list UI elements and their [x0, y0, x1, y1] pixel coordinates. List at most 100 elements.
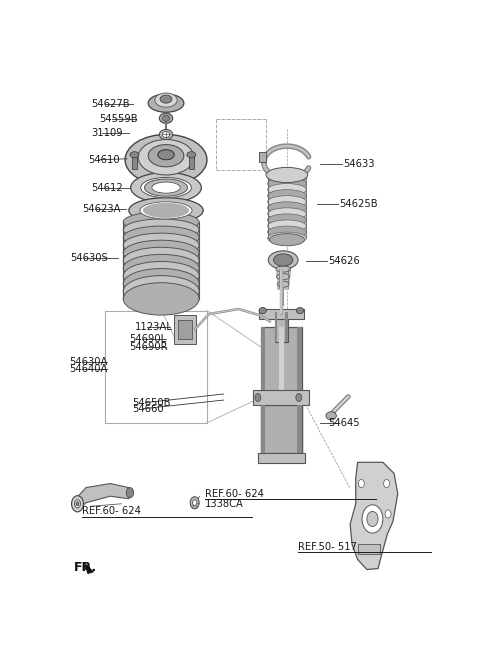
Circle shape [385, 510, 391, 518]
Bar [261, 327, 265, 453]
Bar [267, 177, 306, 238]
Ellipse shape [155, 93, 177, 107]
Text: 54623A: 54623A [83, 204, 121, 214]
Ellipse shape [123, 240, 199, 265]
Bar [132, 155, 137, 169]
Ellipse shape [267, 226, 306, 238]
Ellipse shape [159, 129, 173, 139]
Ellipse shape [267, 177, 306, 190]
Circle shape [76, 502, 79, 506]
Bar [123, 268, 199, 276]
Ellipse shape [162, 131, 170, 137]
FancyArrowPatch shape [85, 566, 90, 570]
Ellipse shape [267, 208, 306, 220]
Text: 1338CA: 1338CA [205, 499, 244, 509]
Circle shape [192, 500, 197, 506]
Ellipse shape [148, 145, 184, 167]
Polygon shape [358, 544, 380, 555]
Ellipse shape [152, 182, 180, 193]
Text: 54627B: 54627B [92, 99, 130, 109]
Ellipse shape [259, 307, 266, 313]
Bar [279, 327, 284, 453]
Text: 54650B: 54650B [132, 397, 171, 407]
Circle shape [190, 497, 199, 509]
Bar [261, 327, 302, 453]
Ellipse shape [274, 254, 293, 266]
Text: 54625B: 54625B [339, 199, 378, 210]
Ellipse shape [267, 196, 306, 208]
Circle shape [74, 500, 81, 508]
Ellipse shape [123, 283, 199, 315]
Bar [259, 309, 304, 319]
Ellipse shape [267, 190, 306, 202]
Ellipse shape [267, 171, 306, 183]
Ellipse shape [123, 219, 199, 240]
Ellipse shape [123, 261, 199, 290]
Ellipse shape [266, 168, 308, 183]
Ellipse shape [131, 172, 202, 203]
Circle shape [255, 394, 261, 401]
Bar [258, 453, 305, 463]
Circle shape [359, 480, 364, 487]
Ellipse shape [296, 307, 304, 313]
Bar [276, 277, 290, 283]
Text: 54690L: 54690L [129, 334, 166, 344]
Bar [276, 269, 290, 275]
Bar [297, 327, 302, 453]
Circle shape [296, 394, 302, 401]
Text: 54626: 54626 [328, 256, 360, 266]
Bar [261, 405, 265, 453]
Bar [123, 291, 199, 299]
Ellipse shape [123, 247, 199, 273]
Bar [123, 230, 199, 237]
Bar [297, 405, 302, 453]
Bar [123, 253, 199, 260]
Ellipse shape [143, 203, 189, 218]
Ellipse shape [267, 202, 306, 214]
Circle shape [362, 505, 383, 533]
Bar [253, 390, 309, 405]
Ellipse shape [162, 115, 170, 122]
Bar [275, 311, 288, 342]
Bar [261, 405, 302, 453]
Text: 54559B: 54559B [99, 114, 138, 124]
Ellipse shape [159, 113, 173, 124]
Ellipse shape [138, 139, 194, 175]
Text: REF.60- 624: REF.60- 624 [82, 507, 141, 516]
Text: 54630A: 54630A [69, 357, 108, 367]
Ellipse shape [123, 212, 199, 232]
Ellipse shape [187, 152, 196, 158]
Text: 54633: 54633 [343, 159, 374, 169]
Ellipse shape [123, 233, 199, 257]
Ellipse shape [326, 412, 336, 420]
Text: 54640A: 54640A [69, 364, 108, 374]
Ellipse shape [148, 94, 184, 112]
Text: 54660: 54660 [132, 403, 164, 414]
Ellipse shape [123, 226, 199, 249]
Ellipse shape [144, 179, 188, 196]
Bar [123, 260, 199, 268]
Ellipse shape [129, 198, 203, 223]
Text: REF.60- 624: REF.60- 624 [205, 489, 264, 499]
Ellipse shape [141, 177, 192, 198]
Ellipse shape [130, 152, 139, 158]
Bar [123, 222, 199, 230]
Text: 1123AL: 1123AL [134, 322, 172, 332]
Ellipse shape [123, 254, 199, 282]
Circle shape [384, 480, 390, 487]
Ellipse shape [158, 150, 174, 160]
Text: 54612: 54612 [92, 183, 123, 193]
Text: 54645: 54645 [328, 418, 360, 428]
Bar [123, 245, 199, 253]
Text: 54690R: 54690R [129, 342, 168, 352]
Circle shape [367, 511, 378, 526]
Ellipse shape [123, 269, 199, 298]
Bar [123, 237, 199, 245]
Bar [277, 284, 289, 290]
Ellipse shape [267, 220, 306, 232]
Bar [189, 155, 193, 169]
Text: 54610: 54610 [88, 155, 120, 165]
Ellipse shape [268, 251, 298, 269]
Bar [123, 284, 199, 291]
Polygon shape [350, 463, 398, 570]
